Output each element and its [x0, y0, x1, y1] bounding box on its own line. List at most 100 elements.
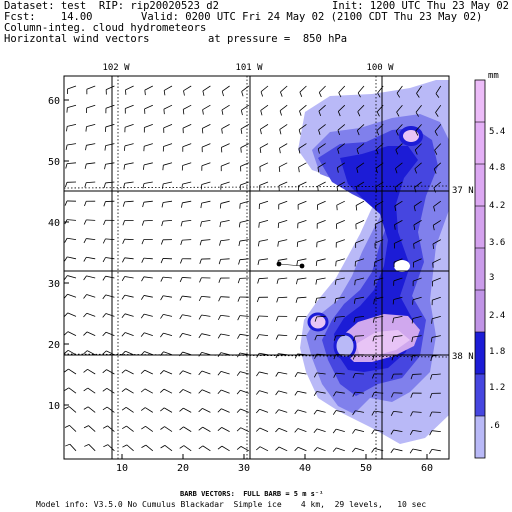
wind-barb-flag: [295, 297, 298, 303]
wind-barb-shaft: [86, 294, 96, 298]
wind-barb-flag: [102, 257, 106, 263]
wind-barb-shaft: [297, 409, 307, 413]
wind-barb-shaft: [201, 333, 211, 336]
wind-barb-flag: [413, 224, 416, 230]
wind-barb-shaft: [182, 314, 192, 317]
wind-barb-flag: [65, 182, 68, 188]
wind-barb-shaft: [318, 85, 326, 93]
wind-barb-shaft: [356, 162, 365, 169]
wind-barb-flag: [411, 318, 414, 324]
wind-barb-shaft: [143, 295, 153, 298]
wind-barb-flag: [144, 90, 146, 96]
wind-barb-flag: [255, 409, 260, 414]
wind-barb-shaft: [278, 220, 288, 224]
wind-barb-flag: [103, 444, 109, 448]
axis-ticks: [64, 99, 428, 459]
wind-barb-flag: [371, 392, 375, 398]
wind-barb-shaft: [335, 296, 345, 299]
wind-barb-flag: [179, 333, 183, 338]
wind-barb-flag: [371, 373, 375, 379]
wind-barb-flag: [390, 448, 394, 454]
wind-barb-shaft: [241, 104, 250, 111]
wind-barb-flag: [122, 444, 128, 448]
wind-barb-flag: [410, 374, 413, 380]
wind-barb-flag: [179, 277, 183, 283]
wind-barb-flag: [337, 148, 340, 154]
wind-barb-shaft: [106, 406, 115, 413]
wind-barb-flag: [102, 294, 107, 300]
plot-frame: [63, 75, 450, 460]
wind-barb-shaft: [143, 162, 153, 166]
wind-barb-flag: [390, 411, 394, 417]
wind-barb-flag: [357, 111, 361, 117]
wind-barb-shaft: [278, 181, 288, 187]
wind-barb-shaft: [297, 220, 307, 224]
wind-barb-shaft: [202, 426, 211, 432]
wind-barb-shaft: [278, 371, 288, 375]
wind-barb-shaft: [107, 425, 115, 432]
wind-barb-flag: [416, 93, 420, 98]
wind-barb-flag: [432, 225, 435, 231]
wind-barb-shaft: [105, 257, 115, 260]
wind-barb-flag: [217, 408, 222, 413]
wind-barb-flag: [161, 202, 164, 208]
wind-barb-shaft: [432, 239, 441, 245]
wind-barb-shaft: [220, 200, 230, 204]
wind-barb-flag: [237, 315, 241, 321]
wind-barb-flag: [430, 374, 433, 380]
wind-barb-shaft: [435, 85, 442, 94]
y-tick-20: 20: [48, 340, 60, 351]
wind-barb-shaft: [221, 445, 230, 452]
wind-barb-flag: [275, 409, 279, 414]
wind-barb-shaft: [163, 276, 173, 279]
wind-barb-shaft: [336, 200, 345, 206]
wind-barb-shaft: [259, 408, 269, 413]
wind-barb-shaft: [67, 237, 77, 240]
wind-barb-flag: [413, 243, 415, 249]
wind-barb-shaft: [279, 104, 288, 112]
wind-barb-flag: [294, 446, 299, 452]
wind-barb-flag: [352, 410, 356, 416]
wind-barb-shaft: [183, 407, 192, 413]
wind-barb-shaft: [163, 200, 173, 203]
wind-barb-flag: [64, 200, 68, 206]
wind-barb-shaft: [163, 295, 173, 298]
wind-barb-flag: [314, 316, 317, 322]
wind-barb-shaft: [355, 200, 365, 206]
wind-barb-shaft: [299, 104, 307, 112]
wind-barb-flag: [237, 334, 241, 339]
wind-barb-flag: [298, 129, 301, 135]
wind-barb-flag: [160, 295, 164, 301]
wind-barb-flag: [294, 428, 299, 433]
wind-barb-shaft: [164, 445, 173, 452]
wind-barb-flag: [356, 130, 360, 136]
wind-barb-flag: [356, 167, 359, 173]
legend-label: 3.6: [489, 238, 505, 248]
wind-barb-flag: [256, 446, 261, 451]
wind-barb-shaft: [240, 200, 249, 205]
wind-barb-flag: [256, 371, 260, 377]
wind-barb-flag: [334, 317, 337, 323]
wind-barb-flag: [85, 145, 87, 151]
wind-barb-shaft: [201, 295, 211, 298]
wind-barb-shaft: [144, 85, 153, 91]
wind-barb-shaft: [163, 181, 173, 185]
wind-barb-flag: [65, 443, 71, 447]
cloud-cell-ring: [333, 332, 357, 360]
wind-barb-shaft: [67, 85, 77, 90]
wind-barb-flag: [236, 446, 242, 450]
wind-barb-flag: [84, 444, 90, 447]
wind-barb-shaft: [182, 239, 192, 241]
wind-barb-shaft: [67, 162, 77, 165]
wind-barb-shaft: [183, 104, 192, 110]
wind-barb-shaft: [88, 425, 96, 432]
wind-barb-flag: [299, 110, 302, 116]
wind-barb-shaft: [124, 162, 134, 165]
wind-barb-flag: [371, 429, 375, 435]
wind-barb-flag: [236, 408, 241, 413]
wind-barb-flag: [179, 295, 183, 301]
wind-barb-flag: [121, 407, 127, 411]
wind-barb-shaft: [67, 331, 77, 336]
wind-barb-flag: [256, 315, 260, 321]
wind-barb-shaft: [316, 296, 326, 299]
